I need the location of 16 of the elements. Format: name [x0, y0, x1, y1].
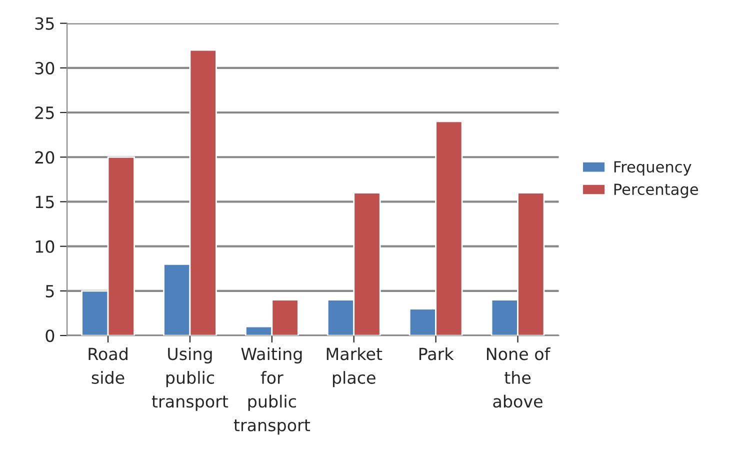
y-tick-label: 30 [35, 62, 54, 74]
x-tick-label: Waiting for public transport [234, 347, 310, 435]
y-tick-label: 5 [46, 285, 54, 298]
y-tick-label: 10 [36, 240, 54, 253]
x-tick-label: Market place [326, 347, 382, 388]
x-tick-label: Using public transport [152, 347, 228, 411]
x-tick-label: None of the above [486, 347, 551, 408]
y-tick-label: 20 [35, 151, 54, 164]
y-tick-label: 15 [36, 196, 54, 208]
legend-label: Percentage [614, 184, 698, 198]
x-tick-label: Road side [88, 347, 128, 384]
y-tick-label: 25 [35, 106, 54, 120]
x-tick-label: Park [419, 347, 454, 360]
y-tick-label: 0 [46, 329, 54, 342]
legend-label: Frequency [614, 161, 692, 176]
y-tick-label: 35 [35, 17, 54, 30]
